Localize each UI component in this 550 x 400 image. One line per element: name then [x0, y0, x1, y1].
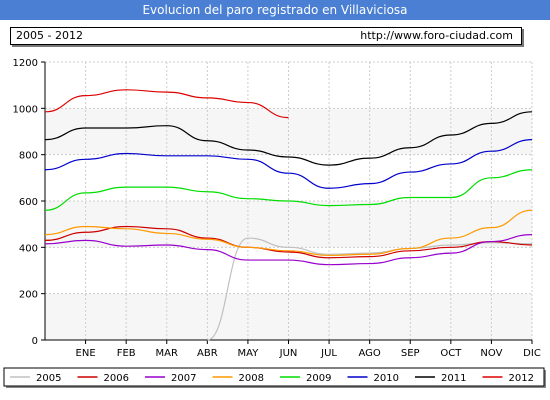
series-lines — [44, 89, 533, 341]
legend-label-2011: 2011 — [441, 373, 466, 384]
axes: 0 200 400 600 800 1000 1200 ENE FEB MAR ABR MAY JUN J… — [13, 58, 541, 359]
legend-label-2005: 2005 — [36, 373, 61, 384]
x-tick-label: OCT — [440, 348, 462, 359]
x-tick-label: MAR — [156, 348, 178, 359]
chart-title: Evolucion del paro registrado en Villavi… — [0, 0, 550, 20]
x-tick-label: JUN — [279, 348, 298, 359]
plot-band — [45, 293, 532, 340]
x-tick-label: NOV — [480, 348, 502, 359]
info-bar: 2005 - 2012 http://www.foro-ciudad.com — [10, 27, 522, 45]
x-tick-label: MAY — [238, 348, 260, 359]
y-tick-label: 1200 — [13, 58, 38, 69]
legend: 2005 2006 2007 2008 2009 2010 2011 2012 — [3, 367, 546, 388]
x-tick-label: ABR — [197, 348, 218, 359]
legend-label-2008: 2008 — [239, 373, 264, 384]
year-range-label: 2005 - 2012 — [16, 29, 83, 42]
series-line-2008 — [44, 209, 533, 257]
x-tick-label: FEB — [117, 348, 136, 359]
x-tick-label: AGO — [359, 348, 381, 359]
y-tick-label: 200 — [19, 290, 38, 301]
source-url-link[interactable]: http://www.foro-ciudad.com — [360, 29, 513, 42]
legend-label-2007: 2007 — [171, 373, 196, 384]
x-tick-label: JUL — [320, 348, 337, 359]
legend-label-2010: 2010 — [374, 373, 399, 384]
x-tick-label: SEP — [401, 348, 420, 359]
x-tick-label: DIC — [523, 348, 541, 359]
series-line-2011 — [44, 111, 533, 166]
legend-box — [3, 367, 545, 387]
series-line-2010 — [44, 139, 533, 189]
series-line-2007 — [44, 233, 533, 266]
legend-label-2012: 2012 — [509, 373, 534, 384]
y-tick-label: 0 — [32, 336, 38, 347]
legend-label-2009: 2009 — [306, 373, 331, 384]
y-tick-label: 600 — [19, 197, 38, 208]
y-tick-label: 1000 — [13, 104, 38, 115]
y-tick-label: 800 — [19, 151, 38, 162]
legend-label-2006: 2006 — [104, 373, 129, 384]
x-tick-label: ENE — [76, 348, 96, 359]
series-line-2009 — [44, 169, 533, 211]
y-tick-label: 400 — [19, 243, 38, 254]
series-line-2012 — [44, 89, 289, 119]
plot-band — [45, 62, 532, 109]
series-line-2006 — [44, 225, 533, 259]
